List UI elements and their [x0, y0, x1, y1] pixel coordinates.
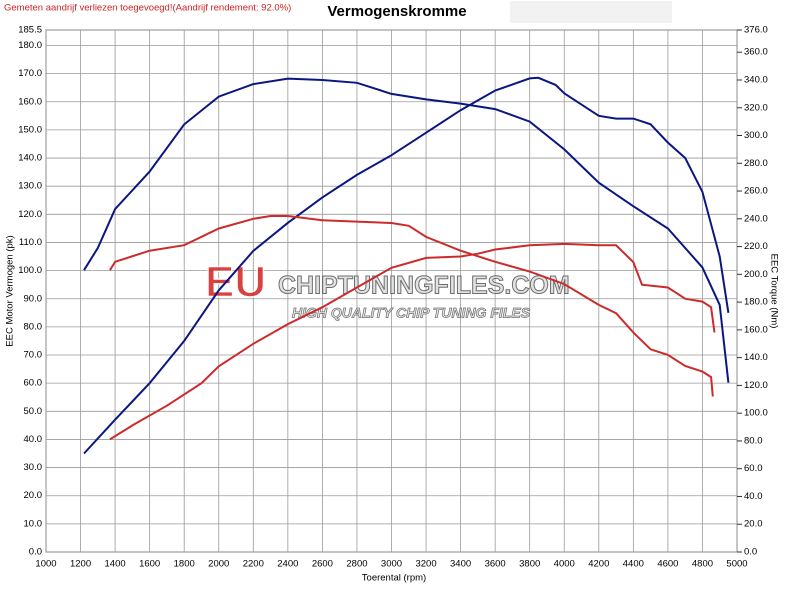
y2-axis-label: EEC Torque (Nm) — [768, 254, 779, 329]
chart-title: Vermogenskromme — [327, 3, 466, 20]
y2-tick-label: 40.0 — [744, 491, 763, 502]
watermark-tagline: HIGH QUALITY CHIP TUNING FILES — [292, 305, 531, 321]
y2-tick-label: 340.0 — [744, 74, 768, 85]
y-tick-label: 160.0 — [18, 96, 42, 107]
y-tick-label: 120.0 — [18, 209, 42, 220]
y2-tick-label: 376.0 — [744, 25, 768, 36]
y2-tick-label: 20.0 — [744, 519, 763, 530]
curve — [109, 242, 716, 441]
x-tick-label: 2400 — [277, 559, 298, 570]
x-tick-label: 2200 — [243, 559, 264, 570]
y-tick-label: 170.0 — [18, 68, 42, 79]
y-tick-label: 30.0 — [24, 462, 43, 473]
x-tick-label: 1400 — [105, 559, 126, 570]
y-tick-label: 110.0 — [19, 237, 42, 248]
x-tick-label: 3800 — [519, 559, 540, 570]
y-tick-label: 150.0 — [18, 124, 42, 135]
y2-tick-label: 280.0 — [744, 158, 768, 169]
x-tick-label: 5000 — [726, 559, 747, 570]
x-axis-label: Toerental (rpm) — [362, 573, 426, 584]
y2-tick-label: 120.0 — [744, 380, 768, 391]
y-tick-label: 180.0 — [18, 40, 42, 51]
curve — [83, 77, 730, 383]
x-tick-label: 3600 — [485, 559, 506, 570]
y-tick-label: 50.0 — [24, 406, 43, 417]
x-tick-label: 1000 — [35, 559, 56, 570]
x-tick-label: 3400 — [450, 559, 471, 570]
y2-tick-label: 300.0 — [744, 130, 768, 141]
x-tick-label: 3200 — [415, 559, 436, 570]
y2-tick-label: 260.0 — [744, 186, 768, 197]
y2-tick-label: 80.0 — [744, 435, 763, 446]
x-tick-label: 4600 — [657, 559, 678, 570]
x-tick-label: 4800 — [692, 559, 713, 570]
x-tick-label: 4000 — [554, 559, 575, 570]
x-tick-label: 4200 — [588, 559, 609, 570]
y-tick-label: 80.0 — [24, 321, 43, 332]
y2-tick-label: 200.0 — [744, 269, 768, 280]
y-tick-label: 20.0 — [24, 490, 43, 501]
watermark: EU CHIPTUNINGFILES.COM HIGH QUALITY CHIP… — [204, 257, 570, 321]
y2-tick-label: 0.0 — [744, 547, 757, 558]
x-tick-label: 2000 — [208, 559, 229, 570]
y-tick-label: 40.0 — [24, 434, 43, 445]
y-tick-label: 90.0 — [24, 293, 43, 304]
y-tick-label: 130.0 — [18, 181, 42, 192]
x-tick-label: 1600 — [139, 559, 160, 570]
y2-tick-label: 320.0 — [744, 102, 768, 113]
y-tick-label: 70.0 — [24, 350, 43, 361]
y-tick-label: 10.0 — [24, 518, 43, 529]
y-axis-label: EEC Motor Vermogen (pk) — [5, 235, 16, 346]
watermark-prefix: EU — [205, 258, 266, 307]
y-tick-label: 100.0 — [18, 265, 42, 276]
x-tick-label: 2600 — [312, 559, 333, 570]
y2-tick-label: 360.0 — [744, 47, 768, 58]
y2-tick-label: 60.0 — [744, 463, 763, 474]
y2-tick-label: 240.0 — [744, 213, 768, 224]
x-tick-label: 1200 — [70, 559, 91, 570]
curve — [109, 215, 714, 397]
y2-tick-label: 160.0 — [744, 324, 768, 335]
x-tick-label: 1800 — [174, 559, 195, 570]
y2-tick-label: 220.0 — [744, 241, 768, 252]
x-tick-label: 4400 — [623, 559, 644, 570]
watermark-brand: CHIPTUNINGFILES.COM — [278, 272, 570, 300]
y-tick-label: 140.0 — [18, 153, 42, 164]
y2-tick-label: 140.0 — [744, 352, 768, 363]
y-tick-label: 60.0 — [24, 378, 43, 389]
y-tick-label: 185.5 — [18, 25, 42, 36]
y-tick-label: 0.0 — [29, 547, 42, 558]
x-tick-label: 3000 — [381, 559, 402, 570]
curve — [83, 76, 730, 455]
notice: Gemeten aandrijf verliezen toegevoegd!(A… — [4, 3, 291, 14]
y2-tick-label: 100.0 — [744, 408, 768, 419]
x-tick-label: 2800 — [346, 559, 367, 570]
search-box — [510, 1, 672, 23]
y2-tick-label: 180.0 — [744, 297, 768, 308]
